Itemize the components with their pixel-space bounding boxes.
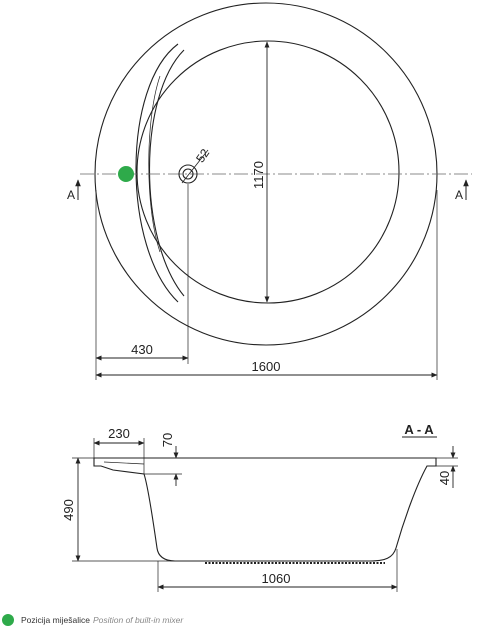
drain-hole-inner	[182, 168, 194, 180]
legend-label-en: Position of built-in mixer	[92, 615, 184, 625]
dim-hole-label: 52	[193, 146, 212, 165]
legend-label: Pozicija miješalice	[21, 615, 90, 625]
legend: Pozicija miješalice Position of built-in…	[2, 614, 183, 626]
section-mark-right: A	[455, 188, 463, 202]
top-view	[75, 2, 472, 380]
dim-rim-label: 230	[108, 426, 130, 441]
section-title: A - A	[404, 422, 434, 437]
dim-inner-label: 1170	[251, 161, 266, 189]
dim-bottom-label: 1060	[262, 571, 291, 586]
seat-line-a	[148, 75, 161, 253]
dim-offset-label: 430	[131, 342, 153, 357]
dim-lip-label: 40	[437, 471, 452, 485]
inner-bowl	[136, 40, 400, 304]
seat-outer-arc	[135, 43, 179, 303]
drain-leader	[181, 149, 209, 184]
dim-depth-label: 490	[61, 499, 76, 521]
seat-inner-arc	[149, 49, 185, 297]
green-dot-icon	[2, 614, 14, 626]
drain-hole-outer	[178, 164, 198, 184]
dim-diameter-label: 1600	[252, 359, 281, 374]
section-view	[72, 436, 458, 592]
tub-inner-line	[103, 461, 145, 465]
dim-rim-thickness-label: 70	[160, 433, 175, 447]
mixer-position-dot	[118, 166, 134, 182]
tub-section-outline	[93, 457, 437, 562]
section-mark-left: A	[67, 188, 75, 202]
